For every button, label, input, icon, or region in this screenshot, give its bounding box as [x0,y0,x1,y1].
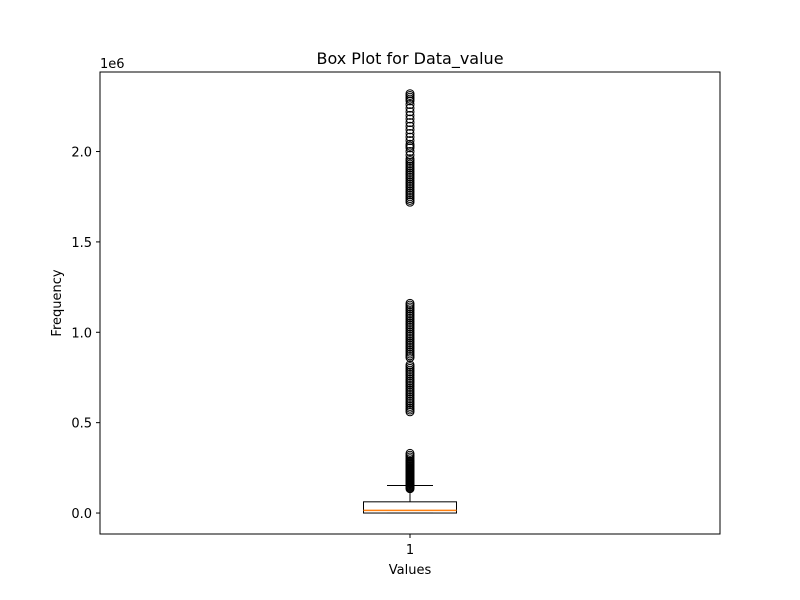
outlier-point [405,154,415,164]
outlier-point [405,110,415,120]
box-group [363,485,457,514]
outlier-point [405,448,415,458]
y-tick-label: 0.0 [71,507,92,522]
outlier-point [405,147,415,157]
plot-frame [99,71,721,535]
outlier-group [405,89,415,494]
outlier-point [405,139,415,149]
y-axis-ticks: 0.0 0.5 1.0 1.5 2.0 [71,146,100,522]
iqr-box [363,501,457,514]
outlier-point [405,103,415,113]
outlier-point [405,89,415,99]
outlier-point [405,118,415,128]
outlier-point [405,125,415,135]
outlier-point [405,114,415,124]
outlier-point [405,136,415,146]
outlier-point [405,121,415,131]
y-offset-text: 1e6 [100,57,125,72]
outlier-point [405,107,415,117]
x-axis-label: Values [389,563,432,578]
y-tick-label: 1.0 [71,326,92,341]
outlier-point [405,298,415,308]
x-axis-ticks: 1 [406,534,414,558]
outlier-point [405,132,415,142]
outlier-point [405,100,415,110]
outlier-point [405,360,415,370]
outlier-point [405,150,415,160]
x-tick-label: 1 [406,543,414,558]
y-tick-label: 2.0 [71,146,92,161]
y-tick-label: 0.5 [71,417,92,432]
outlier-point [405,128,415,138]
chart-title: Box Plot for Data_value [316,49,503,69]
y-tick-label: 1.5 [71,236,92,251]
y-axis-label: Frequency [50,269,65,336]
